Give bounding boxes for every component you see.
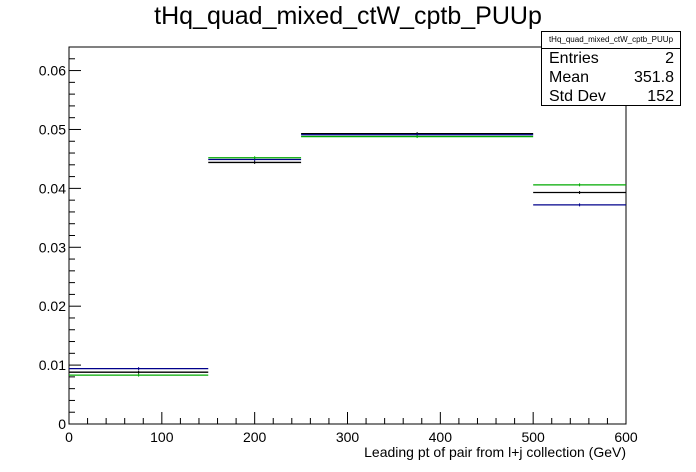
y-tick-label: 0.02 [39,298,66,314]
stats-box: tHq_quad_mixed_ctW_cptb_PUUp Entries 2 M… [541,31,681,106]
x-tick-label: 300 [336,429,360,445]
y-axis: 0 0.01 0.02 0.03 0.04 0.05 0.06 [39,46,81,432]
y-tick-label: 0.05 [39,121,66,137]
stats-label: Entries [549,50,599,67]
x-tick-label: 500 [521,429,545,445]
y-tick-label: 0 [58,416,66,432]
stats-row-stddev: Std Dev 152 [542,87,680,106]
x-tick-label: 200 [243,429,267,445]
x-axis-label: Leading pt of pair from l+j collection (… [364,444,626,460]
histogram-series-2 [69,135,626,377]
y-tick-label: 0.03 [39,239,66,255]
x-tick-label: 0 [65,429,73,445]
stats-label: Std Dev [549,88,606,105]
stats-row-entries: Entries 2 [542,49,680,68]
y-tick-label: 0.01 [39,357,66,373]
histogram-series [69,132,626,377]
y-tick-label: 0.06 [39,63,66,79]
histogram-series-0 [69,132,626,374]
stats-label: Mean [549,69,590,86]
x-tick-label: 400 [429,429,453,445]
y-tick-label: 0.04 [39,180,66,196]
stats-value: 152 [647,88,674,105]
stats-box-title: tHq_quad_mixed_ctW_cptb_PUUp [542,32,680,49]
histogram-series-1 [69,133,626,371]
stats-value: 2 [665,50,674,67]
stats-row-mean: Mean 351.8 [542,68,680,87]
x-axis: 0 100 200 300 400 500 600 [65,412,638,445]
x-tick-label: 100 [150,429,174,445]
stats-value: 351.8 [633,69,674,86]
chart-title: tHq_quad_mixed_ctW_cptb_PUUp [154,2,542,30]
x-tick-label: 600 [614,429,638,445]
